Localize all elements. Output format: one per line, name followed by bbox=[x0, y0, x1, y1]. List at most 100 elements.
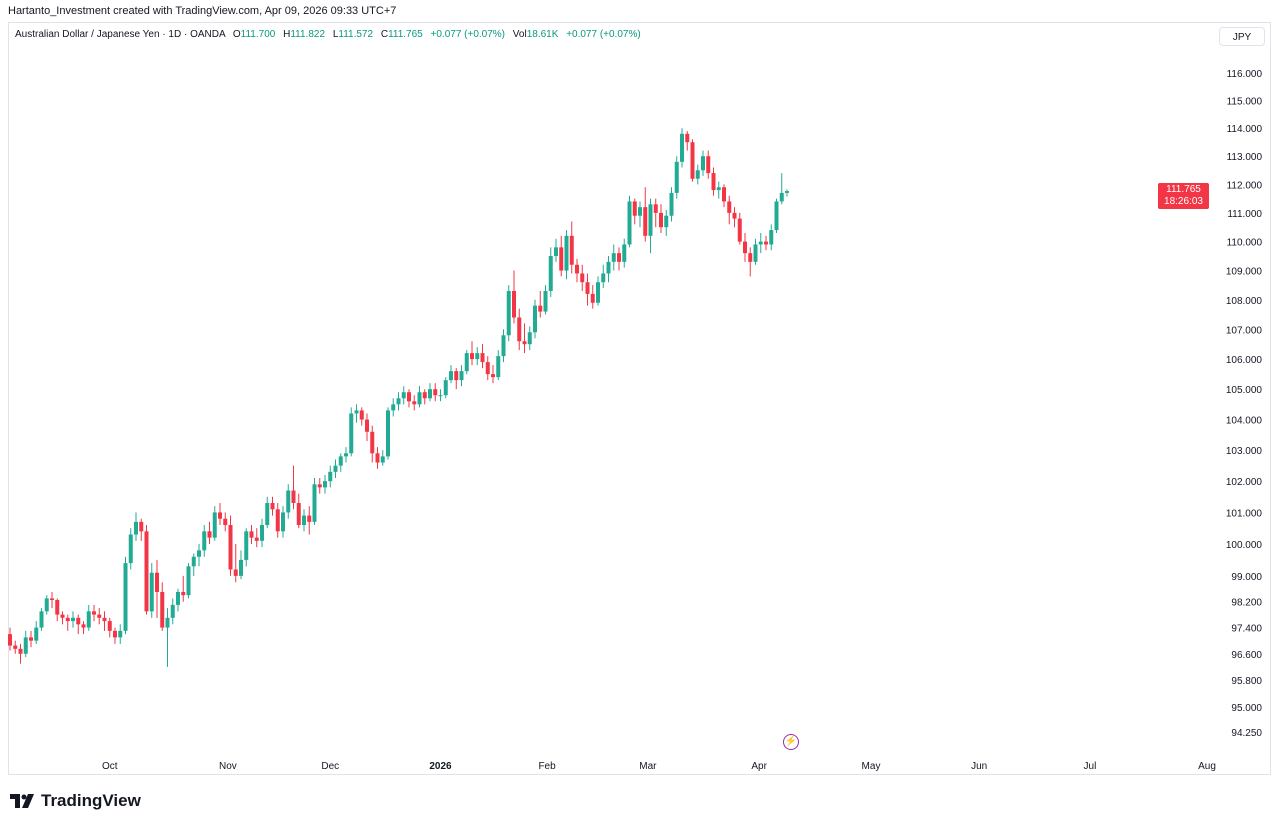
candle bbox=[97, 608, 102, 625]
candle-body bbox=[359, 410, 364, 420]
candle-body bbox=[181, 591, 186, 596]
price-tick-label: 99.000 bbox=[1231, 572, 1262, 583]
candle bbox=[186, 563, 191, 599]
candle-body bbox=[475, 353, 480, 360]
candle bbox=[764, 235, 768, 251]
candle-body bbox=[627, 201, 632, 245]
time-tick-label: Dec bbox=[321, 761, 339, 772]
candle bbox=[680, 128, 684, 168]
candle-body bbox=[501, 335, 506, 357]
candle-body bbox=[296, 503, 301, 526]
candle bbox=[181, 575, 186, 602]
candle-body bbox=[753, 244, 758, 262]
candle-body bbox=[212, 512, 217, 538]
candle-body bbox=[585, 282, 590, 294]
candle bbox=[454, 368, 459, 390]
candle bbox=[176, 588, 180, 612]
tradingview-logo: TradingView bbox=[10, 791, 141, 811]
candle bbox=[711, 167, 716, 196]
candle bbox=[648, 198, 653, 254]
candle bbox=[50, 591, 54, 609]
candle-body bbox=[86, 611, 91, 628]
candle bbox=[449, 365, 453, 384]
time-tick-label: Feb bbox=[538, 761, 556, 772]
candle bbox=[296, 493, 301, 529]
candle-body bbox=[249, 531, 254, 538]
candle-body bbox=[165, 617, 170, 628]
candle bbox=[559, 235, 564, 277]
candle bbox=[323, 474, 327, 494]
candle bbox=[344, 447, 348, 463]
candle bbox=[653, 198, 658, 228]
candle-body bbox=[632, 201, 637, 216]
candle-body bbox=[8, 634, 12, 646]
candle bbox=[60, 611, 65, 625]
candle-body bbox=[648, 204, 653, 236]
price-tick-label: 115.000 bbox=[1227, 97, 1263, 108]
candle-body bbox=[690, 142, 695, 179]
candle-body bbox=[391, 404, 396, 411]
candle bbox=[23, 630, 28, 658]
candle-body bbox=[611, 253, 616, 262]
candle-body bbox=[554, 247, 558, 257]
candle bbox=[564, 230, 569, 280]
candle bbox=[249, 525, 254, 544]
candle-body bbox=[281, 512, 285, 532]
candle-body bbox=[34, 627, 39, 641]
symbol-name[interactable]: Australian Dollar / Japanese Yen · 1D · … bbox=[15, 29, 226, 40]
candle bbox=[485, 356, 490, 381]
lightning-icon[interactable]: ⚡ bbox=[783, 734, 799, 750]
candle-body bbox=[512, 291, 516, 318]
candle bbox=[34, 621, 39, 644]
candle bbox=[690, 139, 695, 182]
candle bbox=[464, 350, 469, 375]
candle-body bbox=[118, 630, 123, 638]
price-tick-label: 111.000 bbox=[1227, 209, 1262, 220]
chart-credit: Hartanto_Investment created with Trading… bbox=[8, 5, 397, 17]
time-tick-label: Nov bbox=[219, 761, 237, 772]
candle-body bbox=[365, 419, 369, 432]
candle bbox=[606, 256, 611, 283]
candle-body bbox=[454, 371, 459, 381]
price-tick-label: 112.000 bbox=[1227, 180, 1263, 191]
candle-body bbox=[60, 614, 65, 618]
candle bbox=[743, 232, 747, 262]
candle-body bbox=[685, 133, 690, 143]
candle bbox=[86, 604, 91, 631]
candle-body bbox=[107, 621, 112, 631]
candle bbox=[517, 308, 522, 351]
candle-body bbox=[23, 637, 28, 654]
candle-body bbox=[491, 374, 495, 378]
candle bbox=[139, 518, 144, 541]
candle-body bbox=[422, 392, 427, 399]
time-tick-label: Jul bbox=[1084, 761, 1097, 772]
candle bbox=[575, 258, 579, 283]
candle-body bbox=[575, 264, 579, 274]
candle-body bbox=[443, 380, 448, 396]
candle-body bbox=[65, 617, 70, 622]
time-tick-label: 2026 bbox=[429, 761, 452, 772]
candle-body bbox=[244, 531, 249, 560]
candle-body bbox=[517, 317, 522, 342]
candle-body bbox=[716, 187, 721, 191]
candle-body bbox=[622, 244, 627, 262]
candle bbox=[475, 347, 480, 366]
candle bbox=[669, 187, 674, 222]
volume-label: Vol bbox=[512, 29, 527, 40]
candle-body bbox=[617, 253, 621, 262]
candle-body bbox=[496, 356, 501, 378]
candle-body bbox=[233, 569, 238, 576]
candle-body bbox=[485, 362, 490, 375]
candle-body bbox=[722, 187, 726, 202]
high-label: H bbox=[283, 29, 291, 40]
candle-body bbox=[176, 591, 180, 605]
candle-body bbox=[564, 235, 569, 271]
candle-body bbox=[81, 624, 86, 628]
candle-body bbox=[228, 525, 233, 570]
candle-body bbox=[29, 637, 33, 641]
candle-body bbox=[401, 392, 406, 399]
candle-body bbox=[706, 156, 711, 174]
price-tick-label: 100.000 bbox=[1226, 540, 1263, 551]
currency-button[interactable]: JPY bbox=[1219, 27, 1265, 46]
